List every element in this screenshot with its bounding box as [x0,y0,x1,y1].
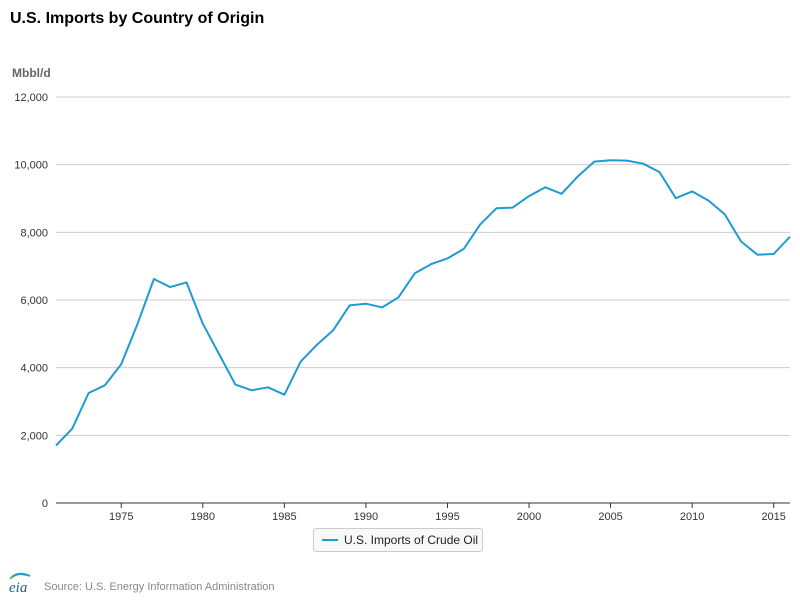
eia-logo: eia [9,572,31,596]
x-tick-label: 1975 [109,511,133,523]
legend-label: U.S. Imports of Crude Oil [344,533,479,547]
y-tick-label: 6,000 [20,295,48,307]
x-tick-label: 2015 [761,511,785,523]
x-axis-ticks: 1975 1980 1985 1990 1995 2000 2005 2010 2015 [109,503,786,523]
y-tick-label: 10,000 [14,160,48,172]
x-tick-label: 2005 [598,511,622,523]
y-tick-label: 12,000 [14,92,48,104]
x-tick-label: 1995 [435,511,459,523]
source-note: Source: U.S. Energy Information Administ… [44,581,275,593]
legend-swatch [322,539,338,541]
x-tick-label: 2010 [680,511,704,523]
y-tick-label: 4,000 [20,363,48,375]
series-line-crude-oil-imports[interactable] [55,159,791,447]
y-tick-label: 0 [42,498,48,510]
x-tick-label: 2000 [517,511,541,523]
x-tick-label: 1980 [191,511,215,523]
y-axis-unit-label: Mbbl/d [12,66,51,80]
y-tick-label: 8,000 [20,227,48,239]
legend[interactable]: U.S. Imports of Crude Oil [313,528,483,552]
x-tick-label: 1985 [272,511,296,523]
eia-logo-text: eia [9,580,27,596]
x-tick-label: 1990 [354,511,378,523]
y-axis-ticks: 0 2,000 4,000 6,000 8,000 10,000 12,000 [14,92,48,510]
grid-lines [56,96,790,436]
y-tick-label: 2,000 [20,430,48,442]
page-title: U.S. Imports by Country of Origin [10,10,265,27]
